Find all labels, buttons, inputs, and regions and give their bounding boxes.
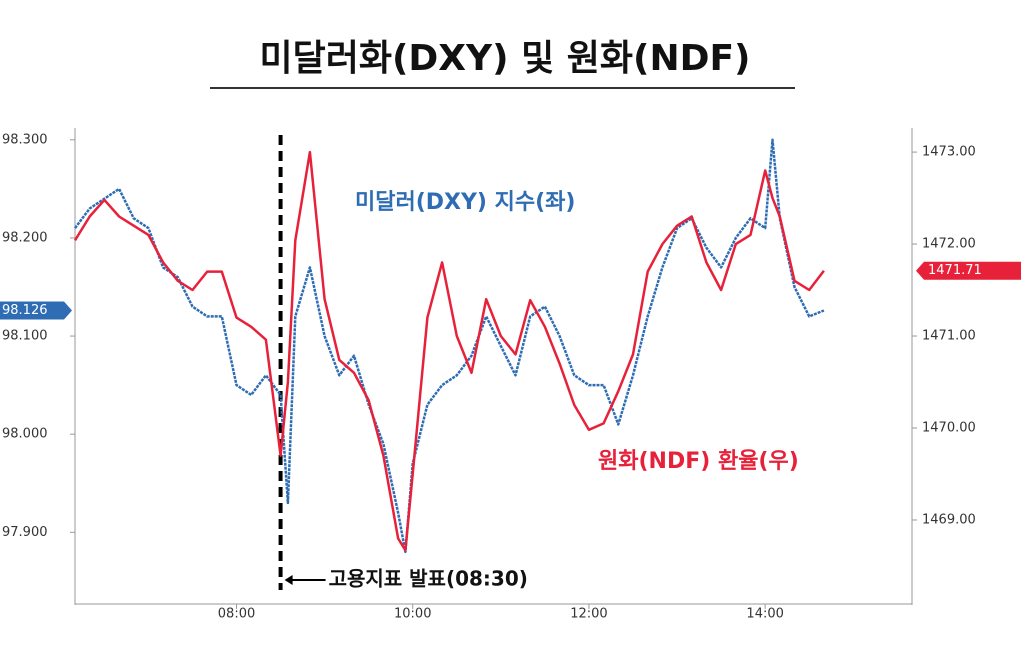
x-tick-label: 10:00: [394, 607, 431, 622]
chart-title: 미달러화(DXY) 및 원화(NDF): [259, 38, 750, 79]
y2-tick-label: 1472.00: [922, 237, 976, 252]
y2-tick-label: 1471.00: [922, 329, 976, 344]
series-line: [74, 138, 825, 554]
event-arrow-head: [284, 575, 293, 585]
last-value-badge: [916, 261, 1021, 280]
event-label: 고용지표 발표(08:30): [329, 567, 528, 591]
x-tick-label: 14:00: [746, 607, 783, 622]
x-tick-label: 12:00: [570, 607, 607, 622]
legend-label: 미달러(DXY) 지수(좌): [355, 190, 575, 215]
y-tick-label: 98.200: [2, 230, 48, 245]
series-line: [73, 150, 825, 552]
last-value-label: 98.126: [2, 303, 48, 318]
y-tick-label: 98.000: [2, 427, 48, 442]
y2-tick-label: 1470.00: [922, 421, 976, 436]
last-value-label: 1471.71: [928, 263, 982, 278]
x-tick-label: 08:00: [218, 607, 255, 622]
y-tick-label: 98.300: [2, 132, 48, 147]
last-value-badge: [0, 301, 72, 320]
y2-tick-label: 1469.00: [922, 512, 976, 527]
y-tick-label: 97.900: [2, 525, 48, 540]
y2-tick-label: 1473.00: [922, 145, 976, 160]
legend-label: 원화(NDF) 환율(우): [598, 449, 799, 474]
y-tick-label: 98.100: [2, 329, 48, 344]
